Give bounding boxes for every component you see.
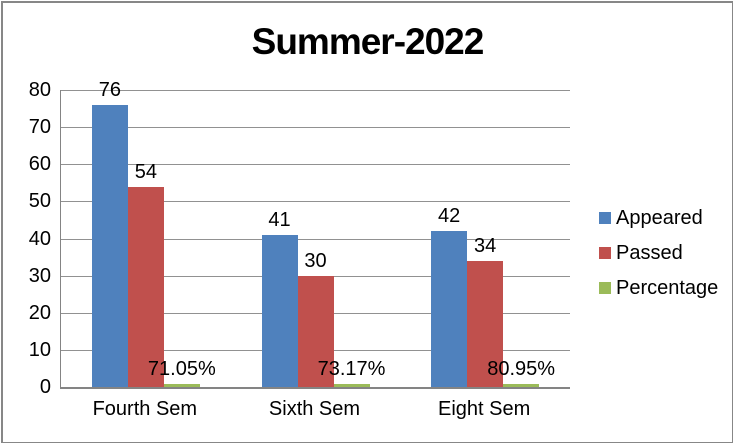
bar-passed-3 xyxy=(467,260,504,387)
legend-item-percentage: Percentage xyxy=(599,278,718,298)
bar-appeared-1 xyxy=(91,104,128,387)
x-category-label: Eight Sem xyxy=(438,398,531,420)
y-tick-label: 10 xyxy=(28,338,51,361)
data-label-passed-1: 54 xyxy=(134,160,157,183)
data-label-percentage-2: 73.17% xyxy=(317,358,386,381)
gridline xyxy=(61,201,570,203)
bar-passed-1 xyxy=(127,186,164,387)
data-label-appeared-2: 41 xyxy=(268,208,291,231)
y-tick-label: 80 xyxy=(28,79,51,101)
legend-item-appeared: Appeared xyxy=(599,208,718,228)
y-tick-label: 20 xyxy=(28,301,51,324)
data-label-appeared-3: 42 xyxy=(438,205,461,228)
plot-area: 76 54 71.05% 41 30 73.17% 42 34 80.95% xyxy=(60,80,570,389)
y-tick-label: 50 xyxy=(28,190,51,213)
bar-appeared-3 xyxy=(431,231,468,387)
x-category-label: Sixth Sem xyxy=(268,398,361,420)
legend-label: Passed xyxy=(616,242,683,264)
x-category-label: Fourth Sem xyxy=(92,398,198,420)
y-tick-label: 70 xyxy=(28,116,51,139)
data-label-percentage-3: 80.95% xyxy=(487,358,556,380)
bar-percentage-3 xyxy=(503,384,540,387)
bar-passed-2 xyxy=(297,275,334,387)
bar-percentage-1 xyxy=(163,384,200,387)
data-label-appeared-1: 76 xyxy=(98,78,121,101)
y-tick-label: 30 xyxy=(28,264,51,287)
data-label-percentage-1: 71.05% xyxy=(147,358,216,381)
bar-appeared-2 xyxy=(261,234,298,387)
legend-label: Percentage xyxy=(616,277,719,299)
y-tick-label: 0 xyxy=(39,376,51,398)
chart-title: Summer-2022 xyxy=(251,21,485,62)
gridline xyxy=(61,238,570,240)
legend-swatch-icon xyxy=(599,282,611,294)
gridline xyxy=(61,127,570,129)
data-label-passed-2: 30 xyxy=(304,249,327,272)
gridline xyxy=(61,164,570,166)
legend-swatch-icon xyxy=(599,212,611,224)
y-tick-label: 60 xyxy=(28,153,51,176)
gridline xyxy=(61,90,570,91)
legend-item-passed: Passed xyxy=(599,243,718,263)
y-tick-label: 40 xyxy=(28,227,51,250)
legend-label: Appeared xyxy=(616,207,703,229)
legend-swatch-icon xyxy=(599,247,611,259)
legend: Appeared Passed Percentage xyxy=(599,208,718,313)
data-label-passed-3: 34 xyxy=(474,234,497,257)
bar-percentage-2 xyxy=(333,384,370,387)
